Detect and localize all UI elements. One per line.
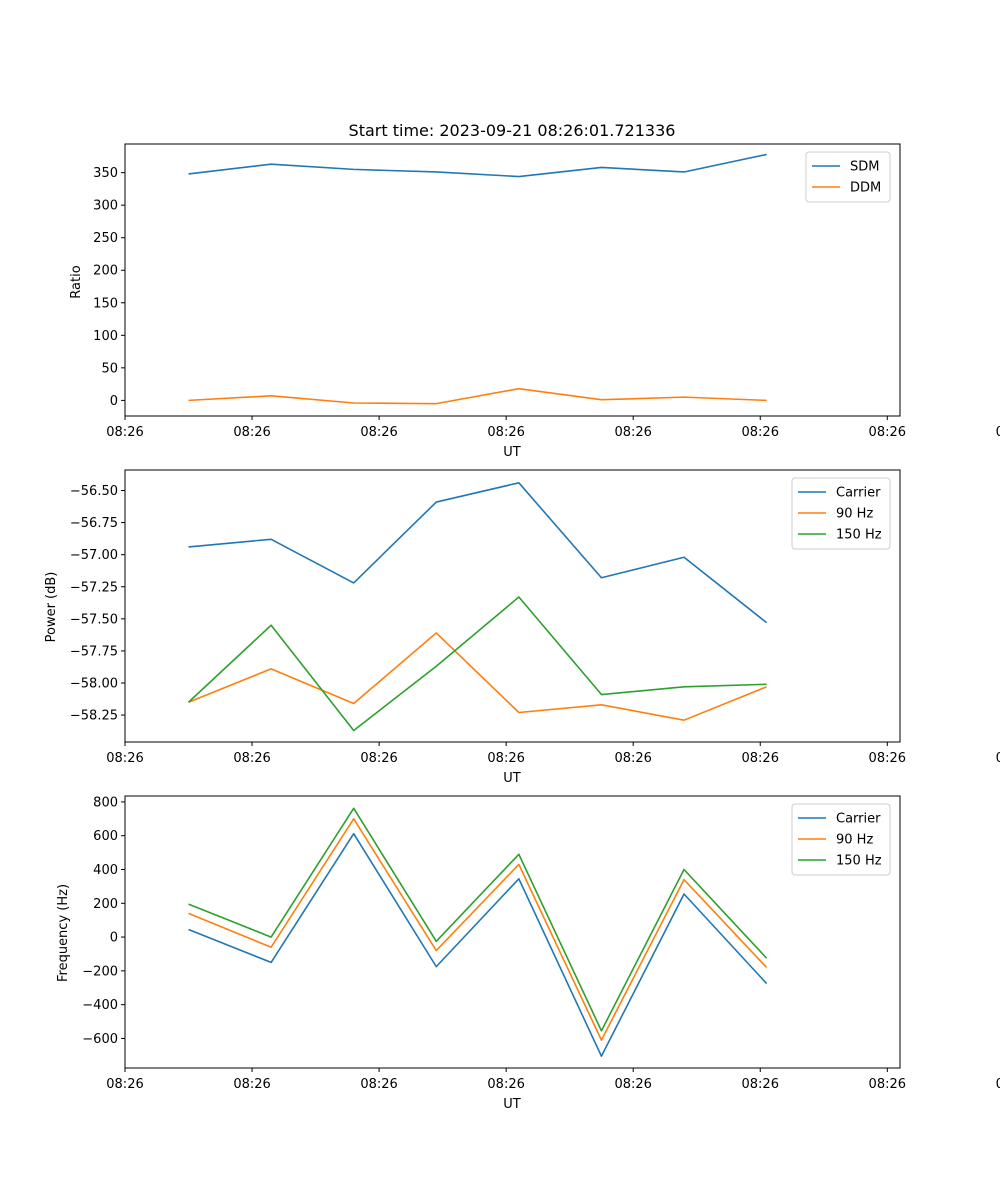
series-line-carrier — [188, 482, 768, 624]
x-tick-label: 08:27 — [996, 1077, 1000, 1092]
x-tick-label: 08:26 — [869, 425, 906, 440]
legend-box — [791, 803, 891, 876]
legend: Carrier 90 Hz 150 Hz — [791, 477, 891, 550]
y-tick-label: 250 — [93, 231, 118, 246]
x-tick-label: 08:26 — [106, 1077, 143, 1092]
y-tick-label: −57.50 — [70, 612, 118, 627]
x-tick-label: 08:26 — [106, 425, 143, 440]
x-tick-label: 08:26 — [742, 751, 779, 766]
x-axis-label: UT — [503, 445, 521, 460]
x-tick-label: 08:26 — [742, 1077, 779, 1092]
x-tick-label: 08:26 — [869, 751, 906, 766]
axes-frame — [124, 469, 901, 743]
y-tick-label: −57.00 — [70, 548, 118, 563]
y-tick-label: 50 — [101, 361, 118, 376]
y-tick-label: 0 — [110, 931, 118, 946]
x-tick-label: 08:26 — [742, 425, 779, 440]
y-tick-label: −56.50 — [70, 484, 118, 499]
y-tick-label: 400 — [93, 863, 118, 878]
x-tick-label: 08:26 — [614, 751, 651, 766]
legend-box — [805, 151, 891, 203]
frequency-panel: UT Frequency (Hz) 08:26 08:26 08:26 08:26 08… — [56, 795, 1000, 1112]
series-line-150-hz — [188, 807, 768, 1032]
y-tick-label: 800 — [93, 795, 118, 810]
legend-label: 150 Hz — [836, 528, 882, 543]
x-tick-label: 08:26 — [233, 1077, 270, 1092]
x-tick-label: 08:26 — [614, 425, 651, 440]
y-tick-label: −57.25 — [70, 580, 118, 595]
y-tick-label: −58.25 — [70, 709, 118, 724]
power-panel: UT Power (dB) 08:26 08:26 08:26 08:26 08:26 0… — [44, 469, 1000, 786]
x-axis-label: UT — [503, 1097, 521, 1112]
legend-label: Carrier — [836, 812, 881, 827]
y-axis-label: Power (dB) — [44, 572, 59, 643]
x-tick-label: 08:26 — [487, 425, 524, 440]
series-line-90-hz — [188, 818, 768, 1041]
x-tick-label: 08:26 — [360, 1077, 397, 1092]
x-tick-label: 08:27 — [996, 425, 1000, 440]
x-tick-label: 08:26 — [487, 1077, 524, 1092]
legend-label: 90 Hz — [836, 507, 873, 522]
legend-label: DDM — [850, 181, 881, 196]
y-tick-label: 100 — [93, 329, 118, 344]
series-line-sdm — [188, 153, 767, 178]
x-tick-label: 08:26 — [869, 1077, 906, 1092]
series-line-90-hz — [188, 632, 767, 721]
axes-frame — [124, 795, 901, 1069]
y-tick-label: 200 — [93, 264, 118, 279]
legend-label: SDM — [850, 160, 879, 175]
y-axis-label: Ratio — [69, 265, 84, 298]
y-tick-label: 200 — [93, 897, 118, 912]
x-tick-label: 08:27 — [996, 751, 1000, 766]
y-tick-label: −600 — [82, 1032, 118, 1047]
x-axis-label: UT — [503, 771, 521, 786]
series-line-ddm — [188, 387, 767, 405]
y-axis-label: Frequency (Hz) — [56, 884, 71, 982]
y-tick-label: 600 — [93, 829, 118, 844]
legend-label: Carrier — [836, 486, 881, 501]
y-tick-label: 150 — [93, 296, 118, 311]
legend-label: 90 Hz — [836, 833, 873, 848]
x-tick-label: 08:26 — [487, 751, 524, 766]
y-tick-label: −56.75 — [70, 516, 118, 531]
legend-box — [791, 477, 891, 550]
y-tick-label: −400 — [82, 998, 118, 1013]
series-line-carrier — [188, 832, 768, 1057]
y-tick-label: 350 — [93, 166, 118, 181]
legend: SDM DDM — [805, 151, 891, 203]
chart-title: Start time: 2023-09-21 08:26:01.721336 — [349, 121, 676, 140]
axes-frame — [124, 143, 901, 417]
x-tick-label: 08:26 — [233, 751, 270, 766]
x-tick-label: 08:26 — [360, 425, 397, 440]
series-line-150-hz — [187, 596, 767, 732]
y-tick-label: −200 — [82, 964, 118, 979]
legend-label: 150 Hz — [836, 854, 882, 869]
y-tick-label: 300 — [93, 199, 118, 214]
y-tick-label: −58.00 — [70, 676, 118, 691]
legend: Carrier 90 Hz 150 Hz — [791, 803, 891, 876]
x-tick-label: 08:26 — [360, 751, 397, 766]
x-tick-label: 08:26 — [106, 751, 143, 766]
x-tick-label: 08:26 — [233, 425, 270, 440]
y-tick-label: −57.75 — [70, 644, 118, 659]
ratio-panel: Start time: 2023-09-21 08:26:01.721336 U… — [69, 121, 1000, 460]
y-tick-label: 0 — [110, 394, 118, 409]
x-tick-label: 08:26 — [614, 1077, 651, 1092]
